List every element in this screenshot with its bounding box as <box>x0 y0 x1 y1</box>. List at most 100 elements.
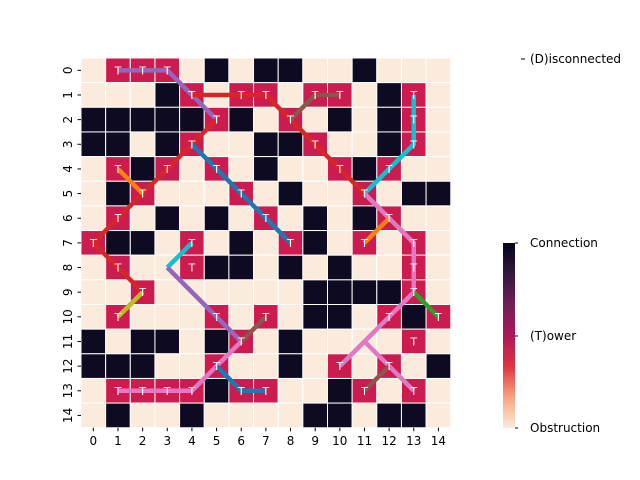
tower-label: T <box>409 335 417 348</box>
connection-cell <box>154 180 181 207</box>
connection-cell <box>425 106 452 133</box>
connection-cell <box>277 402 304 429</box>
obstruction-cell <box>203 205 230 232</box>
connection-cell <box>400 57 427 84</box>
obstruction-cell <box>277 131 304 158</box>
tower-label: T <box>188 138 196 151</box>
obstruction-cell <box>105 180 131 207</box>
tower-label: T <box>409 89 417 102</box>
connection-cell <box>302 353 329 379</box>
x-tick-label: 10 <box>332 434 347 448</box>
tower-label: T <box>335 89 343 102</box>
link-line <box>338 339 367 368</box>
link-line <box>239 315 268 344</box>
obstruction-cell <box>376 82 402 108</box>
x-tick-label: 1 <box>114 434 122 448</box>
connection-cell <box>179 328 205 355</box>
y-tick-label: 11 <box>61 334 75 349</box>
connection-cell <box>228 402 255 429</box>
tower-label: T <box>385 163 393 176</box>
tower-label: T <box>385 311 393 324</box>
tower-label: T <box>262 212 270 225</box>
tower-label: T <box>188 89 196 102</box>
obstruction-cell <box>105 402 131 429</box>
link-line <box>117 68 219 122</box>
obstruction-cell <box>253 156 279 182</box>
tower-label: T <box>89 237 97 250</box>
obstruction-cell <box>154 106 181 133</box>
connection-cell <box>253 180 279 207</box>
connection-cell <box>203 279 230 306</box>
obstruction-cell <box>277 254 304 281</box>
y-tick-label: 10 <box>61 309 75 324</box>
connection-cell <box>425 156 452 182</box>
colorbar: Connection (T)ower Obstruction <box>503 236 600 435</box>
connection-cell <box>253 254 279 281</box>
connection-cell <box>376 57 402 84</box>
obstruction-cell <box>400 304 427 330</box>
obstruction-cell <box>327 377 353 404</box>
connection-cell <box>277 279 304 306</box>
connection-cell <box>80 254 107 281</box>
obstruction-cell <box>179 106 205 133</box>
obstruction-cell <box>154 328 181 355</box>
y-tick-label: 4 <box>61 165 75 173</box>
obstruction-cell <box>376 279 402 306</box>
connection-cell <box>376 328 402 355</box>
connection-cell <box>80 279 107 306</box>
connection-cell <box>80 402 107 429</box>
link-line <box>362 216 391 245</box>
legend: (D)isconnected <box>521 52 621 66</box>
tower-label: T <box>114 212 122 225</box>
connection-cell <box>351 254 378 281</box>
x-tick-label: 4 <box>188 434 196 448</box>
tower-label: T <box>409 385 417 398</box>
obstruction-cell <box>425 180 452 207</box>
obstruction-cell <box>228 230 255 256</box>
connection-cell <box>425 328 452 355</box>
obstruction-cell <box>203 328 230 355</box>
obstruction-cell <box>154 131 181 158</box>
obstruction-cell <box>129 353 156 379</box>
connection-cell <box>376 377 402 404</box>
obstruction-cell <box>302 205 329 232</box>
connection-cell <box>277 377 304 404</box>
connection-cell <box>228 353 255 379</box>
x-tick-label: 8 <box>287 434 295 448</box>
obstruction-cell <box>351 156 378 182</box>
obstruction-cell <box>228 106 255 133</box>
connection-cell <box>179 156 205 182</box>
link-line <box>362 94 417 196</box>
y-tick-label: 3 <box>61 140 75 148</box>
obstruction-cell <box>154 205 181 232</box>
x-tick-label: 7 <box>262 434 270 448</box>
connection-links <box>90 68 441 394</box>
tower-label: T <box>286 114 294 127</box>
connection-cell <box>129 205 156 232</box>
link-line <box>190 142 293 245</box>
connection-cell <box>253 230 279 256</box>
tower-label: T <box>114 311 122 324</box>
obstruction-cell <box>253 57 279 84</box>
obstruction-cell <box>80 353 107 379</box>
connection-cell <box>376 180 402 207</box>
tower-label: T <box>262 311 270 324</box>
tower-label: T <box>163 385 171 398</box>
connection-cell <box>129 131 156 158</box>
y-tick-label: 5 <box>61 190 75 198</box>
obstruction-cell <box>327 304 353 330</box>
obstruction-cell <box>277 353 304 379</box>
obstruction-cell <box>351 205 378 232</box>
connection-cell <box>351 402 378 429</box>
y-tick-label: 7 <box>61 239 75 247</box>
connection-cell <box>179 57 205 84</box>
y-tick-label: 12 <box>61 358 75 373</box>
connection-cell <box>302 328 329 355</box>
tower-label: T <box>188 237 196 250</box>
x-tick-label: 13 <box>406 434 421 448</box>
tower-cell <box>400 328 427 355</box>
connection-cell <box>80 304 107 330</box>
heatmap-cells <box>80 57 452 429</box>
connection-cell <box>351 106 378 133</box>
tower-label: T <box>237 188 245 201</box>
